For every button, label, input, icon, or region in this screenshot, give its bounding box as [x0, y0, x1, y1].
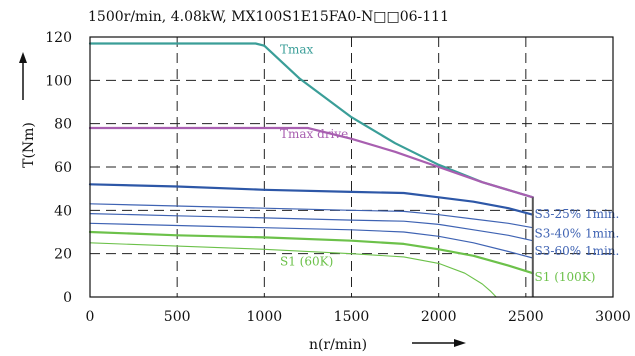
series-line-4 — [89, 213, 534, 242]
series-line-6 — [88, 230, 534, 275]
series-line-0 — [88, 42, 534, 199]
y-tick-label: 0 — [63, 290, 72, 306]
grid-lines — [90, 37, 613, 297]
series-label: Tmax drive — [280, 127, 348, 141]
plot-frame — [89, 36, 614, 298]
series-label: S3-60% 1min. — [535, 244, 620, 258]
series-label: S3-40% 1min. — [535, 226, 620, 240]
series-label: S3-25% 1min. — [535, 207, 620, 221]
y-axis-label: T(Nm) — [21, 122, 37, 168]
x-tick-label: 2000 — [421, 309, 457, 325]
x-tick-label: 1000 — [247, 309, 283, 325]
x-tick-label: 1500 — [334, 309, 370, 325]
series-labels: Tmax Tmax drive S3-25% 1min. S3-40% 1min. S3… — [280, 42, 619, 284]
y-tick-label: 100 — [45, 73, 72, 89]
series-line-2 — [88, 183, 534, 216]
y-tick-label: 80 — [54, 117, 72, 133]
y-tick-label: 120 — [45, 30, 72, 46]
x-tick-label: 0 — [86, 309, 95, 325]
x-axis-label: n(r/min) — [309, 337, 367, 353]
x-axis-arrow-icon — [412, 339, 466, 347]
series-line-7 — [89, 242, 497, 298]
series-line-1 — [88, 126, 534, 199]
x-tick-label: 500 — [164, 309, 191, 325]
series-group — [88, 42, 534, 298]
series-label: S1 (60K) — [280, 255, 333, 269]
x-tick-label: 2500 — [508, 309, 544, 325]
x-tick-label: 3000 — [595, 309, 631, 325]
series-label: Tmax — [280, 42, 314, 56]
series-label: S1 (100K) — [535, 270, 596, 284]
tick-labels: 0 500 1000 1500 2000 2500 3000 0 20 40 60 80 100 120 — [45, 30, 631, 325]
y-tick-label: 60 — [54, 160, 72, 176]
series-line-5 — [89, 222, 534, 259]
series-line-3 — [89, 203, 534, 229]
y-tick-label: 40 — [54, 203, 72, 219]
y-tick-label: 20 — [54, 247, 72, 263]
chart-title: 1500r/min, 4.08kW, MX100S1E15FA0-N□□06-1… — [88, 9, 449, 25]
y-axis-arrow-icon — [19, 52, 27, 100]
